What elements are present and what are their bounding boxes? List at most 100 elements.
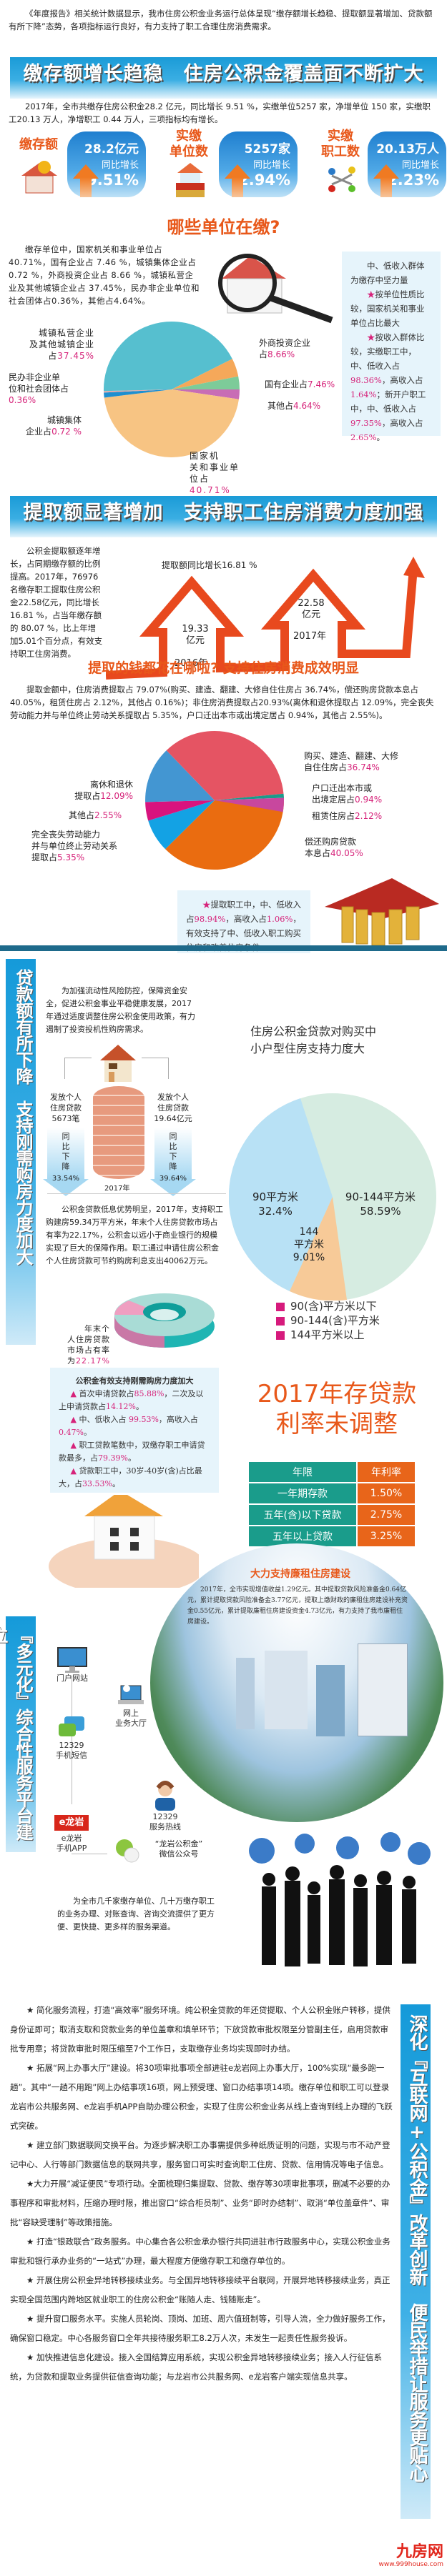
bar-value-2016: 19.33 亿元 (182, 624, 209, 646)
up-arrow-icon (373, 164, 399, 179)
units-title: 哪些单位在缴? (167, 217, 280, 237)
wechat-icon (114, 1838, 140, 1864)
pie1-label-private: 城镇私营企业 及其他城镇企业 占37.45% (29, 328, 94, 361)
units-pie-chart (100, 318, 243, 461)
measure-item: ★ 加快推进信息化建设。接入全国结算应用系统，实现公积金异地转移接续业务；接入人… (10, 2352, 382, 2382)
section4-paragraph: 为全市几千家缴存单位、几十万缴存职工的业务办理、对账查询、咨询交流提供了更方便、… (57, 1896, 215, 1931)
size-legend: 90(含)平方米以下 90-144(含)平方米 144平方米以上 (276, 1299, 433, 1342)
legend-item: 144平方米以上 (276, 1328, 433, 1342)
channel-hotline: 12329 服务热线 (140, 1781, 190, 1832)
stat-yoy-label: 同比增长 (252, 160, 290, 171)
withdrawal-pie-chart (143, 729, 286, 872)
callout-title: 公积金有效支持刚需购房力度加大 (75, 1376, 194, 1386)
star-icon: ★ (202, 900, 211, 910)
loan-year: 2017年 (104, 1185, 130, 1193)
section2-banner: 提取额显著增加 支持职工住房消费力度加强 (10, 496, 437, 537)
house-piggy-bank-icon (19, 159, 60, 194)
section3-paragraph: 为加强流动性风险防控，保障资金安全，促进公积金事业平稳健康发展，2017年通过适… (46, 986, 195, 1034)
laptop-icon (118, 1685, 144, 1704)
watermark-url: www.999house.com (378, 2561, 443, 2568)
growth-label: 提取额同比增长16.81 % (162, 560, 257, 570)
measure-item: ★ 开展住房公积金异地转移接续业务。与全国异地转移接续平台联网，开展异地转移接续… (10, 2275, 390, 2304)
star-icon: ★ (367, 332, 375, 342)
stat-card-units: 5257家 同比增长 2.94% (219, 131, 298, 197)
withdrawal-callout: ★提取职工中，中、低收入占98.94%，高收入占1.06%，有效支持了中、低收入… (177, 890, 310, 953)
pie2-label-repay: 偿还购房贷款 本息占40.05% (305, 837, 363, 858)
size-pie-label-large: 144 平方米 9.01% (293, 1226, 325, 1263)
table-row: 五年(含)以下贷款 2.75% (249, 1505, 415, 1525)
measure-item: ★ 建立部门数据联网交换平台。为逐步解决职工办事需提供多种纸质证明的问题，实现与… (10, 2140, 390, 2169)
house-coins-icon (169, 161, 212, 197)
stat-label-units: 实缴 单位数 (170, 129, 208, 159)
stat-card-employees: 20.13万人 同比增长 2.23% (368, 131, 446, 197)
stat-yoy-label: 同比增长 (101, 160, 139, 171)
stat-value: 5257家 (244, 142, 290, 156)
pie2-label-buy: 购买、建造、翻建、大修 自住住房占36.74% (304, 751, 399, 772)
triangle-icon: ▲ (70, 1466, 77, 1476)
callout-heading: 中、低收入群体为缴存中坚力量 (350, 261, 425, 285)
loan-decline-graphic: 发放个人 住房贷款 5673笔 同 比 下 降 33.54% 发放个人 住房贷款… (43, 1043, 229, 1196)
lowrent-title: 大力支持廉租住房建设 (250, 1568, 350, 1580)
headset-operator-icon (155, 1781, 175, 1811)
magnifier-house-icon (215, 250, 336, 329)
units-callout: 中、低收入群体为缴存中坚力量 ★按单位性质比较，国家机关和事业单位占比最大 ★按… (342, 252, 441, 442)
pie1-label-collective: 城镇集体 企业占0.72 % (26, 415, 82, 437)
channel-portal: 门户网站 (54, 1646, 90, 1684)
section2-paragraph: 公积金提取额逐年增长，占同期缴存额的比例提高。2017年，76976名缴存职工提… (10, 546, 103, 659)
table-row: 五年以上贷款 3.25% (249, 1526, 415, 1546)
section1-title: 缴存额增长趋稳 住房公积金覆盖面不断扩大 (23, 63, 424, 85)
coins-house-icon (320, 875, 442, 947)
pie2-label-retire: 离休和退休 提取占12.09% (74, 780, 133, 801)
section2-title: 提取额显著增加 支持职工住房消费力度加强 (23, 502, 424, 524)
lowrent-text: 2017年，全市实现增值收益1.29亿元。其中提取贷款风险准备金0.64亿元，累… (187, 1586, 408, 1626)
loan-count-label: 发放个人 住房贷款 5673笔 (50, 1093, 82, 1123)
measures-list: ★ 简化服务流程，打造“高效率”服务环境。纯公积金贷款的年还贷提取、个人公积金账… (10, 2001, 393, 2387)
channel-wechat-label: “龙岩公积金” 微信公众号 (154, 1839, 203, 1859)
pie2-label-rent: 租赁住房占2.12% (312, 811, 383, 821)
rate-title: 2017年存贷款 利率未调整 (257, 1380, 417, 1438)
table-header-row: 年限 年利率 (249, 1462, 415, 1482)
intro-paragraph: 《年度报告》相关统计数据显示，我市住房公积金业务运行总体呈现“缴存额增长趋稳、提… (9, 9, 433, 31)
e-longyan-logo-icon: e龙岩 (54, 1815, 89, 1831)
pie2-label-disabled: 完全丧失劳动能力 并与单位终止劳动关系 提取占5.35% (31, 830, 118, 862)
rate-table: 年限 年利率 一年期存款 1.50% 五年(含)以下贷款 2.75% 五年以上贷款 3.… (247, 1461, 416, 1548)
legend-swatch (276, 1331, 285, 1340)
legend-item: 90-144(含)平方米 (276, 1313, 433, 1328)
stat-card-deposit: 28.2亿元 同比增长 9.51% (67, 131, 146, 197)
bar-year-2016: 2016年 (175, 658, 208, 669)
triangle-icon: ▲ (70, 1441, 77, 1450)
measure-item: ★ 拓展“网上办事大厅”建设。将30项审批事项全部进驻e龙岩网上办事大厅，100… (10, 2063, 393, 2131)
channel-online-hall: 网上 业务大厅 (106, 1683, 156, 1729)
legend-item: 90(含)平方米以下 (276, 1299, 433, 1313)
channel-sms: 12329 手机短信 (50, 1715, 93, 1761)
star-icon: ★ (367, 289, 375, 299)
bar-year-2017: 2017年 (293, 631, 327, 642)
channel-app: e龙岩 e龙岩 手机APP (50, 1815, 93, 1854)
measure-item: ★ 简化服务流程，打造“高效率”服务环境。纯公积金贷款的年还贷提取、个人公积金账… (10, 2005, 390, 2054)
table-row: 一年期存款 1.50% (249, 1483, 415, 1503)
triangle-icon: ▲ (70, 1415, 77, 1424)
size-pie-chart (228, 1093, 436, 1301)
stat-value: 20.13万人 (376, 142, 439, 156)
rigid-demand-callout: 公积金有效支持刚需购房力度加大 ▲ 首次申请贷款占85.88%，二次及以上申请贷… (50, 1368, 219, 1493)
callout-point1: 按单位性质比较，国家机关和事业单位占比最大 (350, 289, 425, 328)
stat-label-deposit: 缴存额 (19, 137, 58, 152)
stat-value: 28.2亿元 (84, 142, 139, 156)
legend-swatch (276, 1316, 285, 1326)
section4-side-title: 『多元化』综合性服务平台建立 (0, 1616, 36, 1852)
size-pie-title: 住房公积金贷款对购买中 小户型住房支持力度大 (250, 1025, 377, 1055)
measure-item: ★大力开展“减证便民”专项行动。全面梳理归集提取、贷款、缴存等30项审批事项，删… (10, 2179, 390, 2227)
withdrawal-chart: 提取额同比增长16.81 % 19.33 亿元 2016年 22.58 亿元 2… (105, 554, 435, 690)
ring-label: 年末个 人住房贷款 市场占有率 为22.17% (67, 1324, 110, 1366)
monitor-icon (57, 1647, 87, 1673)
watermark-logo: 九房网 (396, 2543, 443, 2561)
stat-label-employees: 实缴 职工数 (321, 129, 360, 159)
pie1-label-nonprofit: 民办非企业单 位和社会团体占 0.36% (9, 372, 69, 405)
coin-stack-icon (93, 1086, 144, 1179)
stat-yoy-label: 同比增长 (401, 160, 439, 171)
units-paragraph: 缴存单位中，国家机关和事业单位占40.71%，国有企业占 7.46 %，城镇集体… (9, 244, 200, 306)
loan-count-pct: 33.54% (51, 1175, 80, 1183)
pie1-label-gov: 国家机 关和事业单 位占40.71% (190, 451, 240, 495)
city-skyline-image (150, 1543, 443, 1822)
loan-amount-pct: 39.64% (159, 1175, 187, 1183)
